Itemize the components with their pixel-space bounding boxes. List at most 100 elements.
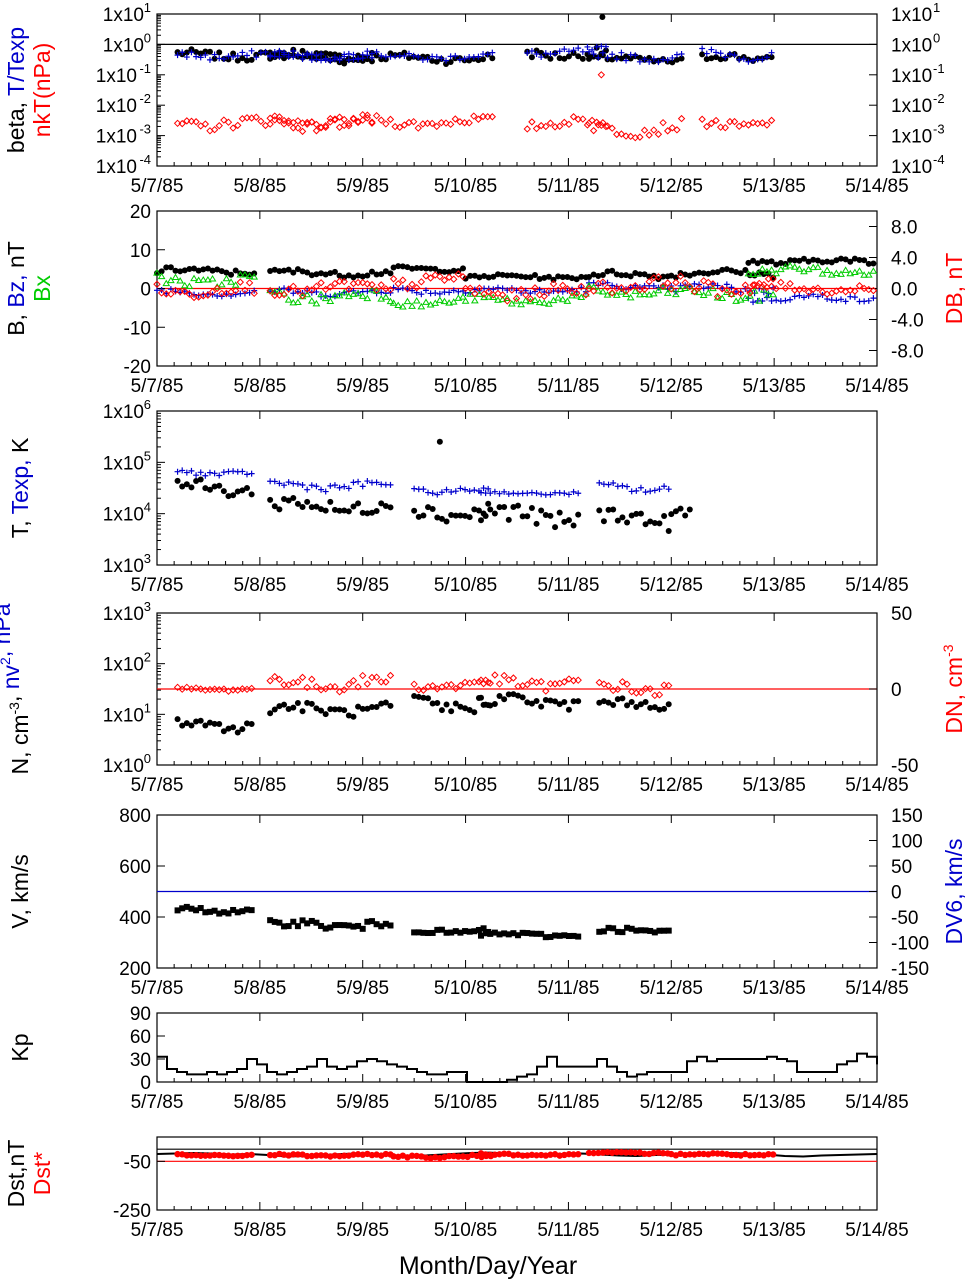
data-point xyxy=(153,269,161,276)
data-point xyxy=(717,56,724,63)
data-point xyxy=(373,508,380,515)
data-point xyxy=(578,273,585,280)
data-point xyxy=(503,297,511,305)
data-point xyxy=(832,269,841,277)
data-point xyxy=(411,507,418,514)
data-point xyxy=(595,1149,602,1157)
data-point xyxy=(594,121,602,129)
data-point xyxy=(318,270,325,277)
data-point xyxy=(218,268,225,275)
data-point xyxy=(174,1150,181,1158)
data-point xyxy=(326,114,335,123)
data-point xyxy=(331,922,338,929)
data-point xyxy=(781,284,790,292)
data-point xyxy=(559,288,566,295)
data-point xyxy=(447,58,454,65)
data-point xyxy=(735,122,743,131)
y2-tick-label: 100 xyxy=(891,832,923,853)
data-point xyxy=(179,467,186,474)
data-point xyxy=(457,512,464,519)
data-point xyxy=(234,52,241,59)
data-point xyxy=(211,483,218,490)
data-point xyxy=(533,51,540,58)
data-point xyxy=(266,677,274,685)
data-point xyxy=(220,728,227,735)
data-point xyxy=(665,486,672,493)
data-point xyxy=(833,297,840,304)
data-point xyxy=(429,700,436,707)
data-point xyxy=(340,115,348,124)
data-point xyxy=(663,127,672,135)
data-point xyxy=(640,290,649,297)
data-point xyxy=(406,55,412,62)
data-point xyxy=(461,55,468,62)
data-point xyxy=(751,1151,758,1159)
data-point xyxy=(814,257,821,264)
data-point xyxy=(714,282,721,289)
data-point xyxy=(505,490,512,497)
data-point xyxy=(554,294,563,301)
data-point xyxy=(501,696,508,703)
data-point xyxy=(627,687,636,696)
data-point xyxy=(349,676,358,685)
data-point xyxy=(200,266,207,273)
data-point xyxy=(676,285,685,293)
data-point xyxy=(659,118,667,127)
data-point xyxy=(308,118,316,126)
data-point xyxy=(350,274,357,281)
data-point xyxy=(482,513,489,520)
data-point xyxy=(709,280,717,288)
data-point xyxy=(336,272,343,279)
data-point xyxy=(202,485,209,492)
data-point xyxy=(428,119,436,128)
data-point xyxy=(758,119,767,127)
data-point xyxy=(656,927,663,934)
y-tick-label: 1x10 xyxy=(103,453,144,474)
data-point xyxy=(454,294,463,301)
data-point xyxy=(276,480,283,487)
data-point xyxy=(425,489,432,496)
data-point xyxy=(552,698,559,705)
data-point xyxy=(596,507,603,514)
data-point xyxy=(308,504,315,511)
data-point xyxy=(575,490,582,497)
data-point xyxy=(231,287,240,295)
data-point xyxy=(786,261,794,269)
data-point xyxy=(341,53,348,60)
data-point xyxy=(487,930,494,937)
data-point xyxy=(304,498,311,505)
data-point xyxy=(179,49,186,56)
data-point xyxy=(401,49,408,56)
data-point xyxy=(584,43,591,50)
y-tick-label: -20 xyxy=(124,357,151,378)
data-point xyxy=(737,270,744,277)
data-point xyxy=(345,922,352,929)
x-tick-label: 5/14/85 xyxy=(845,775,908,796)
data-point xyxy=(363,114,372,122)
data-point xyxy=(211,51,218,58)
data-point xyxy=(209,267,216,274)
data-point xyxy=(266,120,274,128)
data-point xyxy=(190,274,198,282)
data-point xyxy=(668,272,675,279)
data-point xyxy=(336,1152,343,1160)
data-point xyxy=(364,705,371,712)
data-point xyxy=(341,60,348,67)
data-point xyxy=(313,919,320,926)
data-point xyxy=(699,277,708,285)
data-point xyxy=(220,685,228,693)
data-point xyxy=(577,282,585,291)
data-point xyxy=(317,279,325,287)
data-point xyxy=(686,506,693,513)
data-point xyxy=(281,701,288,708)
data-point xyxy=(627,55,634,62)
data-point xyxy=(573,276,580,283)
data-point xyxy=(281,267,288,274)
data-point xyxy=(284,117,293,125)
x-tick-label: 5/11/85 xyxy=(537,575,599,596)
data-point xyxy=(345,119,353,128)
series-dot xyxy=(174,14,775,67)
data-point xyxy=(500,671,508,680)
data-point xyxy=(698,115,706,123)
data-point xyxy=(515,932,522,939)
